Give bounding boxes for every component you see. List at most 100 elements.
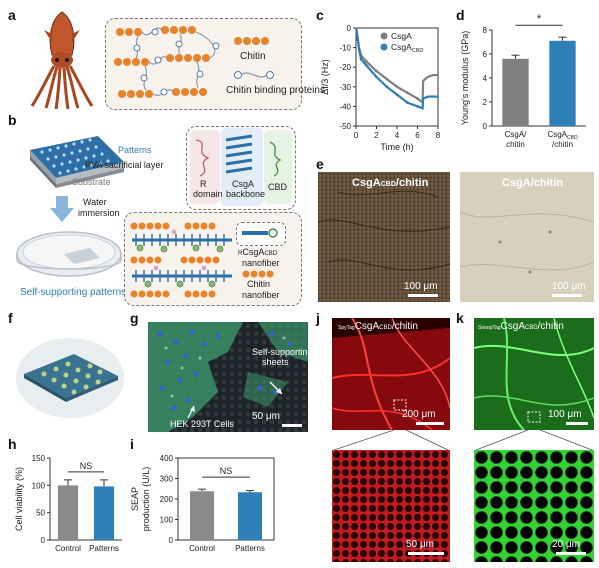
- scalebar-e-left: [408, 294, 438, 297]
- chart-c-ylabel: Δf/3 (Hz): [320, 59, 330, 95]
- chart-h-ytick-label: 100: [32, 481, 46, 490]
- scale-g-label: 50 μm: [252, 411, 280, 422]
- chart-i-xtick-label: Control: [189, 544, 215, 553]
- chart-i-ytick-label: 400: [160, 454, 174, 463]
- chart-c-point: [405, 91, 409, 95]
- chart-c-point: [395, 93, 399, 97]
- chart-h-bar: [93, 486, 115, 540]
- panel-j-sub: CBD: [379, 325, 392, 331]
- chart-c-xtick-label: 0: [354, 131, 359, 140]
- scale-j-top-label: 200 μm: [402, 409, 436, 420]
- chitin-nanofiber-legend-icon: [242, 270, 274, 278]
- panel-label-c: c: [316, 7, 324, 23]
- scalebar-k-top: [566, 422, 588, 425]
- scalebar-g: [282, 424, 302, 427]
- chart-c-point: [364, 59, 368, 63]
- chart-c-legend-label: CsgA: [391, 31, 412, 41]
- self-supporting-patterns-label: Self-supporting patterns: [20, 287, 127, 298]
- chart-d-ytick-label: 4: [483, 74, 488, 83]
- nanofiber-word: nanofiber: [242, 258, 280, 268]
- chart-c-xlabel: Time (h): [380, 142, 413, 152]
- chart-c-legend-marker: [380, 32, 388, 40]
- scale-e-right-label: 100 μm: [552, 281, 586, 292]
- zoom-lines-j: [333, 429, 449, 451]
- panel-label-g: g: [130, 310, 139, 326]
- chart-c-point: [364, 63, 368, 67]
- chart-i-ytick-label: 300: [160, 475, 174, 484]
- scalebar-j-top: [416, 422, 444, 425]
- patterned-film-diagram: [30, 136, 124, 188]
- chitin-legend-icon: [234, 37, 269, 45]
- panel-j-title: SpyTagCsgACBD/chitin: [338, 321, 418, 333]
- fluorescence-cells-image: [148, 322, 308, 432]
- chart-d-ytick-label: 0: [483, 122, 488, 131]
- chart-h-xtick-label: Patterns: [89, 544, 119, 553]
- panel-k-prefix: SnoopTag: [478, 325, 501, 331]
- panel-label-i: i: [130, 436, 134, 452]
- micrograph-e-left-sub: CBD: [380, 181, 396, 188]
- chart-d-sig-label: *: [537, 13, 542, 25]
- panel-k-tail: /chitin: [537, 321, 564, 332]
- r-domain-label-2: domain: [193, 189, 223, 199]
- panel-label-a: a: [8, 7, 16, 23]
- panel-label-j: j: [316, 310, 320, 326]
- scalebar-j-bottom: [408, 552, 444, 555]
- panel-label-k: k: [456, 310, 464, 326]
- chart-c-point: [375, 75, 378, 79]
- panel-label-d: d: [456, 7, 465, 23]
- chart-d-bar: [549, 40, 576, 126]
- chart-i-ytick-label: 200: [160, 495, 174, 504]
- nanofiber-name: CsgA: [242, 247, 265, 257]
- chart-c-ytick-label: -50: [339, 122, 351, 131]
- chart-h-sig-label: NS: [80, 461, 93, 471]
- floating-sheet-illustration: [16, 338, 124, 418]
- chart-c-point: [385, 77, 389, 81]
- chart-c-xtick-label: 2: [374, 131, 379, 140]
- nanofiber-sub: CBD: [264, 251, 278, 257]
- red-pattern-zoom-image: [332, 450, 450, 562]
- micrograph-csga-chitin: [460, 172, 594, 302]
- chart-c-point: [416, 97, 419, 100]
- panel-j-name: CsgA: [354, 321, 380, 332]
- cell-viability-chart: 0 50 100 150 Control Patterns NS Cell viability…: [14, 454, 122, 553]
- chart-c-xtick-label: 4: [395, 131, 400, 140]
- chart-i-xtick-label: Patterns: [235, 544, 265, 553]
- r-domain-region: [190, 130, 220, 204]
- panel-label-h: h: [8, 436, 17, 452]
- chitin-legend-label: Chitin: [240, 51, 266, 62]
- chart-h-xtick-label: Control: [55, 544, 81, 553]
- protein-structure-diagram: [195, 134, 282, 177]
- micrograph-e-left-tail: /chitin: [395, 177, 429, 189]
- youngs-modulus-chart: 0 2 4 6 8 CsgA/chitin CsgACBD/chitin * Young's m…: [460, 13, 586, 149]
- green-pattern-zoom-image: [474, 450, 594, 562]
- chart-d-ytick-label: 2: [483, 98, 488, 107]
- chart-c-point: [405, 101, 409, 104]
- panel-k-sub: CBD: [524, 325, 538, 331]
- chart-i-ylabel-1: SEAP: [130, 487, 140, 511]
- chart-i-ytick-label: 100: [160, 516, 174, 525]
- chart-h-ytick-label: 0: [41, 536, 46, 545]
- cbp-legend-icon: [234, 71, 274, 79]
- panel-j-prefix: SpyTag: [338, 325, 355, 331]
- micrograph-e-left-name: CsgA: [352, 177, 381, 189]
- chart-d-xtick-label: CsgA/: [505, 130, 528, 139]
- green-fluorescence-image: [474, 318, 594, 430]
- scalebar-e-right: [552, 294, 582, 297]
- chart-i-ytick-label: 0: [169, 536, 174, 545]
- chart-c-ytick-label: 0: [347, 24, 352, 33]
- chart-d-xtick-sub: CBD: [567, 135, 578, 141]
- panel-k-title: SnoopTagCsgACBD/chitin: [478, 321, 564, 333]
- chart-c-legend-sub: CBD: [412, 48, 424, 54]
- panel-label-b: b: [8, 112, 17, 128]
- micrograph-csgacbd-chitin: [318, 172, 450, 302]
- micrograph-e-left-title: CsgACBD/chitin: [352, 177, 429, 190]
- chart-c-ytick-label: -40: [339, 102, 351, 111]
- chart-i-bar: [190, 491, 214, 540]
- scale-j-bottom-label: 50 μm: [406, 539, 434, 550]
- hek293t-cells-label: HEK 293T Cells: [170, 419, 234, 429]
- red-fluorescence-image: [332, 318, 450, 430]
- panel-label-f: f: [8, 310, 13, 326]
- csga-backbone-label-2: backbone: [226, 189, 266, 199]
- nanofiber-legend-icon: [242, 228, 278, 238]
